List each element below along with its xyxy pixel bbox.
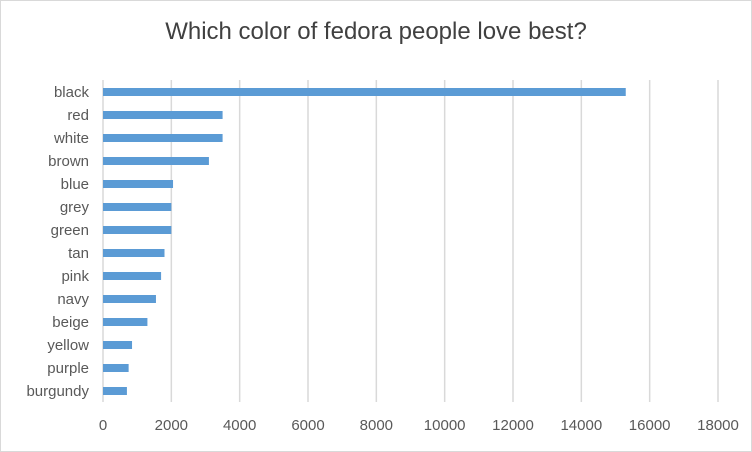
chart-title: Which color of fedora people love best? (165, 18, 587, 45)
bar-yellow (103, 341, 133, 349)
bar-burgundy (103, 387, 127, 395)
x-tick-label-0: 0 (99, 417, 107, 434)
category-label-blue: blue (61, 176, 89, 193)
x-tick-label-8000: 8000 (360, 417, 393, 434)
x-tick-label-14000: 14000 (560, 417, 602, 434)
x-tick-label-12000: 12000 (492, 417, 534, 434)
x-axis-tick-labels: 0 2000 4000 6000 8000 10000 12000 14000 16000 180… (99, 417, 739, 434)
category-label-pink: pink (61, 268, 89, 285)
bar-tan (103, 249, 165, 257)
category-label-yellow: yellow (47, 337, 89, 354)
x-tick-label-16000: 16000 (629, 417, 671, 434)
x-tick-label-10000: 10000 (424, 417, 466, 434)
bar-brown (103, 157, 209, 165)
x-tick-label-18000: 18000 (697, 417, 739, 434)
bars (103, 88, 626, 395)
category-label-white: white (53, 130, 89, 147)
bar-red (103, 111, 223, 119)
bar-beige (103, 318, 148, 326)
category-label-brown: brown (48, 153, 89, 170)
bar-green (103, 226, 172, 234)
category-label-grey: grey (60, 199, 90, 216)
category-label-green: green (51, 222, 89, 239)
category-label-black: black (54, 84, 90, 101)
bar-blue (103, 180, 174, 188)
grid-lines (102, 80, 719, 402)
bar-white (103, 134, 223, 142)
category-label-purple: purple (47, 360, 89, 377)
category-label-navy: navy (57, 291, 89, 308)
x-tick-label-2000: 2000 (155, 417, 188, 434)
bar-navy (103, 295, 156, 303)
category-label-beige: beige (52, 314, 89, 331)
bar-purple (103, 364, 129, 372)
category-label-red: red (67, 107, 89, 124)
bar-pink (103, 272, 162, 280)
category-labels: black red white brown blue grey green tan pink na… (26, 84, 89, 400)
category-label-burgundy: burgundy (26, 383, 89, 400)
category-label-tan: tan (68, 245, 89, 262)
bar-grey (103, 203, 172, 211)
x-tick-label-6000: 6000 (291, 417, 324, 434)
x-tick-label-4000: 4000 (223, 417, 256, 434)
bar-black (103, 88, 626, 96)
